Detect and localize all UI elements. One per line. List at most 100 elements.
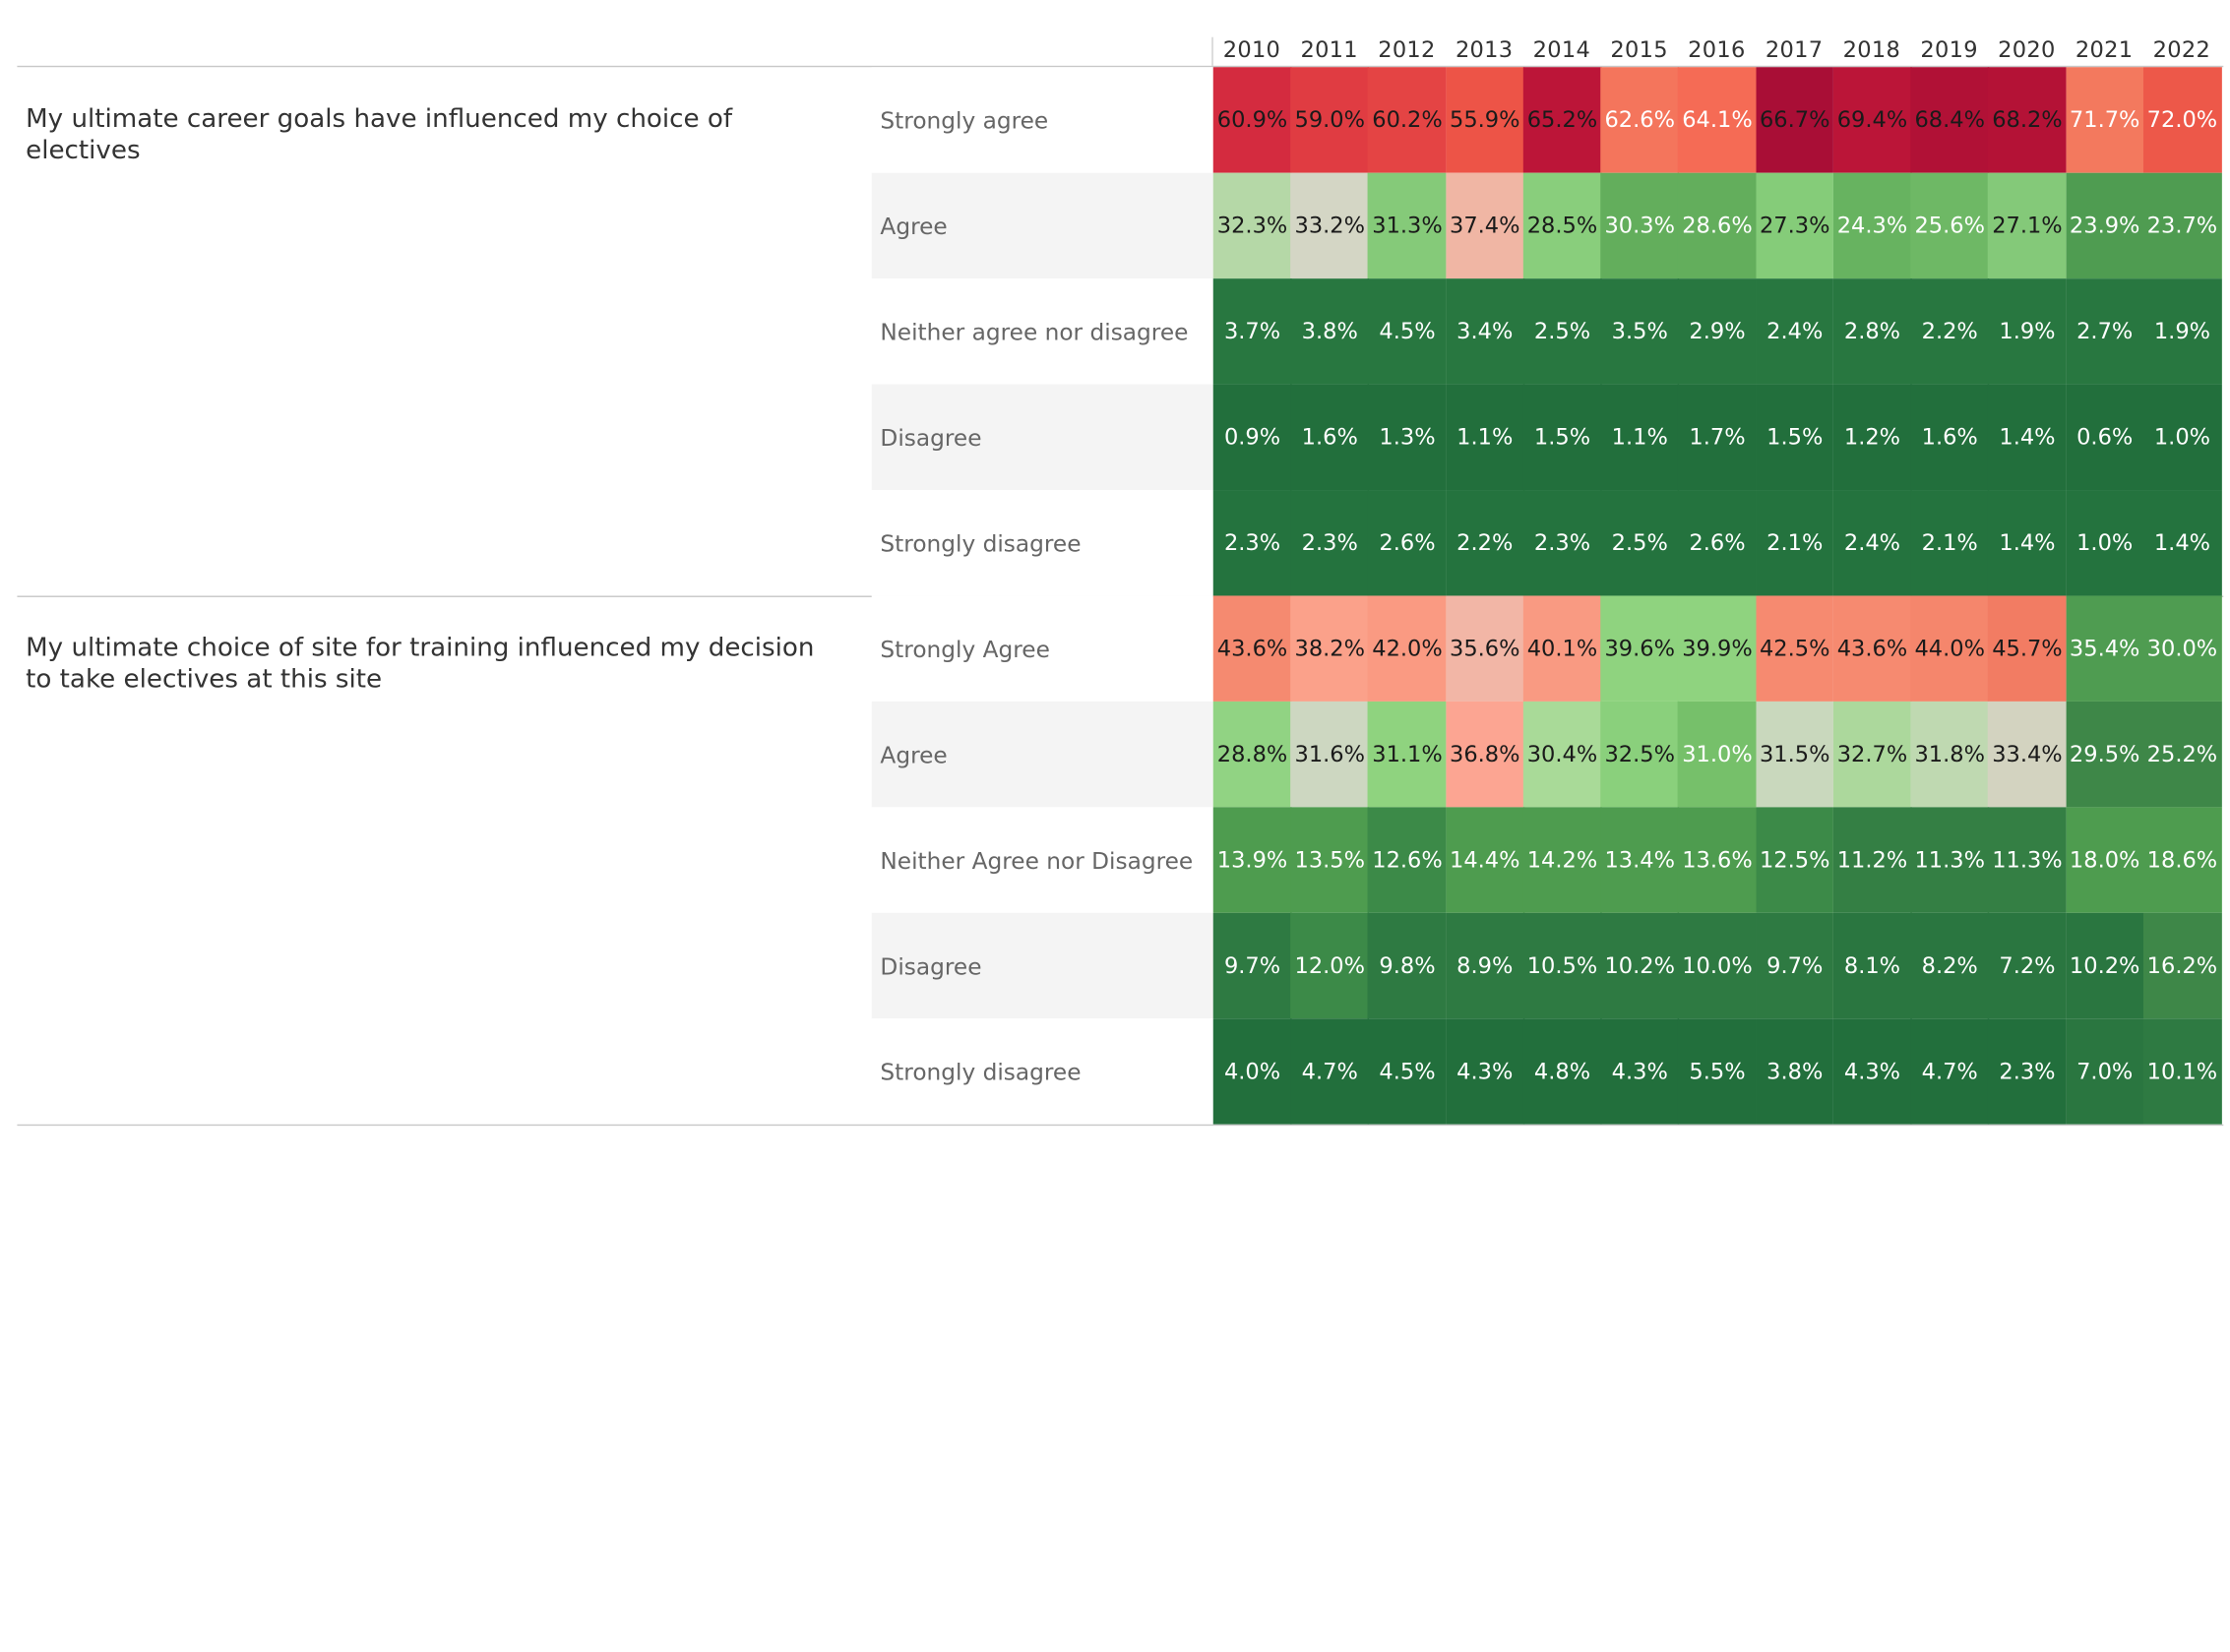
row-label: Agree xyxy=(871,172,1213,279)
year-label: 2012 xyxy=(1378,36,1436,63)
heatmap-cell: 3.7% xyxy=(1212,278,1292,385)
heatmap-cell: 31.1% xyxy=(1368,701,1447,808)
heatmap-cell: 1.9% xyxy=(2142,278,2222,385)
heatmap-cell: 1.0% xyxy=(2065,490,2144,596)
heatmap-cell: 69.4% xyxy=(1832,67,1912,173)
heatmap-cell: 5.5% xyxy=(1678,1018,1757,1125)
heatmap-cell: 1.6% xyxy=(1290,384,1370,491)
row-label: Strongly agree xyxy=(871,67,1213,173)
heatmap-cell: 4.5% xyxy=(1368,278,1447,385)
heatmap-cell: 68.4% xyxy=(1910,67,1990,173)
heatmap-cell: 2.5% xyxy=(1522,278,1602,385)
heatmap-cell: 2.3% xyxy=(1522,490,1602,596)
year-label: 2018 xyxy=(1842,36,1901,63)
row-label: Strongly disagree xyxy=(871,490,1213,596)
heatmap-cell: 1.5% xyxy=(1755,384,1834,491)
heatmap-cell: 3.5% xyxy=(1600,278,1680,385)
heatmap-cell: 10.1% xyxy=(2142,1018,2222,1125)
heatmap-cell: 2.8% xyxy=(1832,278,1912,385)
row-label: Disagree xyxy=(871,912,1213,1019)
year-label: 2022 xyxy=(2152,36,2211,63)
heatmap-cell: 1.1% xyxy=(1445,384,1524,491)
heatmap-cell: 25.6% xyxy=(1910,172,1990,279)
heatmap-cell: 4.3% xyxy=(1600,1018,1680,1125)
heatmap-cell: 10.2% xyxy=(1600,912,1680,1019)
heatmap-cell: 1.4% xyxy=(1988,384,2067,491)
heatmap-cell: 32.5% xyxy=(1600,701,1680,808)
heatmap-cell: 16.2% xyxy=(2142,912,2222,1019)
heatmap-cell: 28.6% xyxy=(1678,172,1757,279)
heatmap-cell: 31.0% xyxy=(1678,701,1757,808)
row-label: Neither agree nor disagree xyxy=(871,278,1213,385)
heatmap-cell: 36.8% xyxy=(1445,701,1524,808)
heatmap-cell: 9.8% xyxy=(1368,912,1447,1019)
header-rule xyxy=(17,65,2224,68)
heatmap-cell: 18.0% xyxy=(2065,807,2144,913)
heatmap-cell: 35.6% xyxy=(1445,595,1524,702)
heatmap-cell: 39.9% xyxy=(1678,595,1757,702)
heatmap-cell: 9.7% xyxy=(1212,912,1292,1019)
heatmap-cell: 13.5% xyxy=(1290,807,1370,913)
year-label: 2021 xyxy=(2075,36,2134,63)
heatmap-cell: 4.3% xyxy=(1445,1018,1524,1125)
heatmap-cell: 10.5% xyxy=(1522,912,1602,1019)
heatmap-cell: 2.2% xyxy=(1445,490,1524,596)
heatmap-cell: 2.2% xyxy=(1910,278,1990,385)
heatmap-cell: 13.6% xyxy=(1678,807,1757,913)
heatmap-cell: 4.7% xyxy=(1910,1018,1990,1125)
heatmap-cell: 33.4% xyxy=(1988,701,2067,808)
heatmap-cell: 2.5% xyxy=(1600,490,1680,596)
heatmap-cell: 10.0% xyxy=(1678,912,1757,1019)
heatmap-cell: 64.1% xyxy=(1678,67,1757,173)
heatmap-cell: 27.3% xyxy=(1755,172,1834,279)
row-label: Strongly disagree xyxy=(871,1018,1213,1125)
heatmap-cell: 40.1% xyxy=(1522,595,1602,702)
heatmap-cell: 68.2% xyxy=(1988,67,2067,173)
heatmap-cell: 1.3% xyxy=(1368,384,1447,491)
heatmap-cell: 4.7% xyxy=(1290,1018,1370,1125)
heatmap-cell: 1.7% xyxy=(1678,384,1757,491)
heatmap-cell: 2.3% xyxy=(1212,490,1292,596)
heatmap-cell: 42.5% xyxy=(1755,595,1834,702)
heatmap-cell: 11.3% xyxy=(1910,807,1990,913)
heatmap-cell: 1.0% xyxy=(2142,384,2222,491)
heatmap-cell: 11.2% xyxy=(1832,807,1912,913)
heatmap-cell: 2.9% xyxy=(1678,278,1757,385)
heatmap-cell: 42.0% xyxy=(1368,595,1447,702)
heatmap-cell: 28.5% xyxy=(1522,172,1602,279)
heatmap-cell: 9.7% xyxy=(1755,912,1834,1019)
heatmap-cell: 11.3% xyxy=(1988,807,2067,913)
heatmap-cell: 2.3% xyxy=(1290,490,1370,596)
heatmap-cell: 3.8% xyxy=(1755,1018,1834,1125)
heatmap-cell: 65.2% xyxy=(1522,67,1602,173)
row-label: Disagree xyxy=(871,384,1213,491)
heatmap-cell: 2.1% xyxy=(1910,490,1990,596)
heatmap-cell: 31.5% xyxy=(1755,701,1834,808)
heatmap-cell: 2.3% xyxy=(1988,1018,2067,1125)
heatmap-cell: 1.4% xyxy=(1988,490,2067,596)
heatmap-cell: 55.9% xyxy=(1445,67,1524,173)
question-label: My ultimate career goals have influenced… xyxy=(26,103,733,166)
heatmap-cell: 59.0% xyxy=(1290,67,1370,173)
heatmap-cell: 35.4% xyxy=(2065,595,2144,702)
year-label: 2010 xyxy=(1222,36,1281,63)
heatmap-cell: 43.6% xyxy=(1832,595,1912,702)
heatmap-cell: 28.8% xyxy=(1212,701,1292,808)
year-label: 2015 xyxy=(1610,36,1668,63)
heatmap-cell: 3.4% xyxy=(1445,278,1524,385)
heatmap-cell: 1.2% xyxy=(1832,384,1912,491)
header-divider xyxy=(1211,36,1213,66)
heatmap-cell: 14.2% xyxy=(1522,807,1602,913)
row-label: Strongly Agree xyxy=(871,595,1213,702)
heatmap-cell: 23.7% xyxy=(2142,172,2222,279)
heatmap-cell: 13.9% xyxy=(1212,807,1292,913)
heatmap-cell: 12.5% xyxy=(1755,807,1834,913)
heatmap-cell: 25.2% xyxy=(2142,701,2222,808)
heatmap-cell: 32.3% xyxy=(1212,172,1292,279)
heatmap-cell: 33.2% xyxy=(1290,172,1370,279)
heatmap-cell: 12.0% xyxy=(1290,912,1370,1019)
heatmap-cell: 72.0% xyxy=(2142,67,2222,173)
heatmap-cell: 2.6% xyxy=(1678,490,1757,596)
heatmap-cell: 3.8% xyxy=(1290,278,1370,385)
heatmap-cell: 30.3% xyxy=(1600,172,1680,279)
